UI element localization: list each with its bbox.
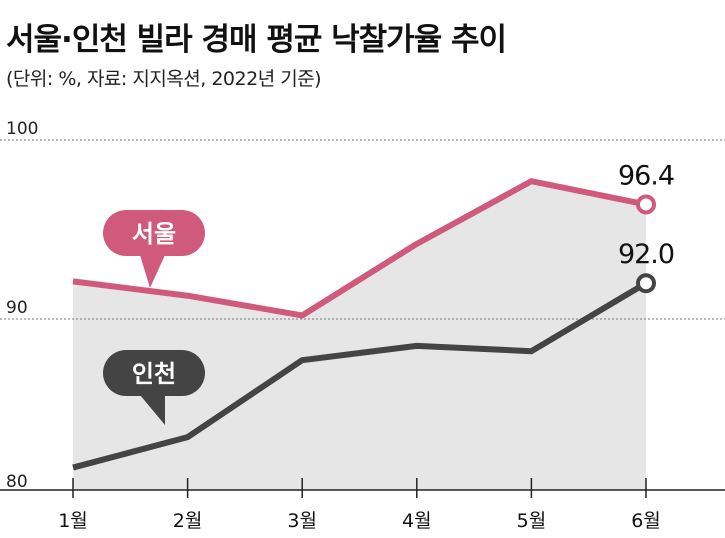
data-label: 92.0 [618,239,674,270]
series-line-1 [72,280,648,471]
series-line-0 [72,178,647,319]
x-tick-label: 4월 [402,510,432,532]
x-tick-label: 5월 [517,510,547,532]
area-fill [73,181,646,491]
data-point-end [636,194,656,215]
x-tick-label: 3월 [287,510,317,532]
data-label: 96.4 [618,160,674,191]
legend-bubble [103,210,205,256]
legend-label: 서울 [132,220,176,248]
y-tick-label: 100 [6,119,38,139]
chart-subtitle: (단위: %, 자료: 지지옥션, 2022년 기준) [6,68,322,90]
y-tick-label: 80 [6,472,28,492]
data-point-end [636,273,656,294]
legend-bubble-tail [140,395,165,425]
x-tick-label: 2월 [173,510,203,532]
legend-bubble-tail [140,255,165,288]
x-tick-label: 6월 [631,510,661,532]
chart-title: 서울·인천 빌라 경매 평균 낙찰가율 추이 [6,22,507,58]
legend-bubble [103,350,205,396]
legend-label: 인천 [132,360,176,388]
y-tick-label: 90 [6,298,28,318]
x-tick-label: 1월 [58,510,88,532]
